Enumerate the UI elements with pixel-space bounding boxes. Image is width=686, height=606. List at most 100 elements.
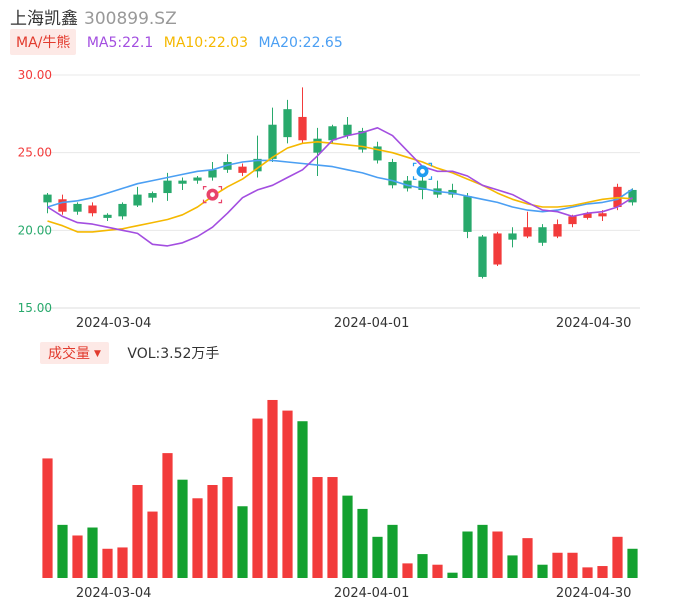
price-grid [40,74,640,309]
volume-bar [237,506,248,578]
candle-down [73,203,82,212]
volume-bar [612,536,623,578]
volume-bar [507,555,518,578]
candle-down [328,126,337,141]
candle-down [43,194,52,203]
volume-bar [357,508,368,578]
candle-up [238,166,247,173]
moving-average-lines [47,127,633,247]
candle-up [58,199,67,212]
candle-up [583,213,592,218]
volume-bar [492,531,503,578]
volume-bar [312,477,323,578]
candle-down [193,177,202,181]
volume-bar [72,535,83,578]
ma-legend: MA/牛熊 MA5:22.1 MA10:22.03 MA20:22.65 [10,29,343,55]
volume-bar [402,563,413,578]
volume-indicator-toggle[interactable]: 成交量 ▼ [40,342,109,364]
x-tick-label: 2024-03-04 [76,316,152,331]
volume-bar [372,536,383,578]
candle-down [508,233,517,240]
candle-up [493,233,502,265]
candle-down [133,194,142,206]
volume-bar [192,498,203,578]
candle-up [298,116,307,141]
badge-frame [202,186,223,204]
volume-bar [327,477,338,578]
volume-bar [252,418,263,578]
candle-down [343,124,352,136]
stock-header: 上海凯鑫 300899.SZ [10,4,177,29]
candle-up [88,205,97,214]
volume-bar [87,527,98,578]
ma20-line [47,159,633,213]
candle-up [553,224,562,237]
ma-indicator-toggle[interactable]: MA/牛熊 [10,29,77,55]
stock-name: 上海凯鑫 [10,9,78,29]
candle-up [523,227,532,237]
ma10-value: MA10:22.03 [163,35,249,51]
volume-bars [42,399,638,578]
ma20-value: MA20:22.65 [258,35,343,51]
candle-down [448,189,457,195]
candle-down [268,124,277,159]
candle-down [103,214,112,218]
y-tick-label: 30.00 [18,68,52,82]
candle-down [628,189,637,203]
candle-down [163,180,172,194]
volume-bar [222,477,233,578]
volume-bar [57,524,68,578]
ma5-value: MA5:22.1 [86,35,154,51]
x-tick-label: 2024-04-30 [556,586,632,601]
volume-bar [582,567,593,578]
volume-bar [627,548,638,578]
volume-bar [447,572,458,578]
x-tick-label: 2024-04-01 [334,586,410,601]
volume-x-axis: 2024-03-04 2024-04-01 2024-04-30 [76,586,632,601]
candle-down [358,130,367,150]
volume-bar [522,538,533,578]
candle-down [373,146,382,161]
volume-bar [432,564,443,578]
volume-bar [597,566,608,578]
volume-bar [42,458,53,578]
volume-bar [552,552,563,578]
volume-bar [567,552,578,578]
buy-signal-icon [412,162,433,180]
volume-bar [102,548,113,578]
ma10-line [47,141,633,233]
volume-bar [207,485,218,578]
stock-code: 300899.SZ [84,9,177,29]
candle-down [313,138,322,153]
candle-down [178,180,187,184]
volume-bar [417,554,428,578]
candle-down [208,169,217,178]
candle-up [568,216,577,225]
candle-down [388,161,397,186]
candle-down [418,180,427,190]
volume-legend: 成交量 ▼ VOL:3.52万手 [40,342,219,364]
candle-down [253,158,262,172]
candle-up [598,213,607,217]
candle-down [118,203,127,217]
volume-bar [147,511,158,578]
candle-down [283,109,292,138]
y-tick-label: 25.00 [18,146,52,160]
badge-dot-center [210,192,215,198]
candle-down [538,227,547,243]
volume-bar [132,485,143,578]
candle-down [463,196,472,232]
x-tick-label: 2024-03-04 [76,586,152,601]
y-tick-label: 20.00 [18,223,52,237]
sell-signal-icon [202,186,223,204]
volume-bar [387,524,398,578]
badge-frame [412,162,433,180]
price-axis: 30.00 25.00 20.00 15.00 [18,68,52,315]
x-tick-label: 2024-04-30 [556,316,632,331]
caret-down-icon: ▼ [94,349,101,359]
volume-toggle-label: 成交量 [48,346,90,362]
volume-bar [462,531,473,578]
price-x-axis: 2024-03-04 2024-04-01 2024-04-30 [76,316,632,331]
volume-bar [162,453,173,578]
